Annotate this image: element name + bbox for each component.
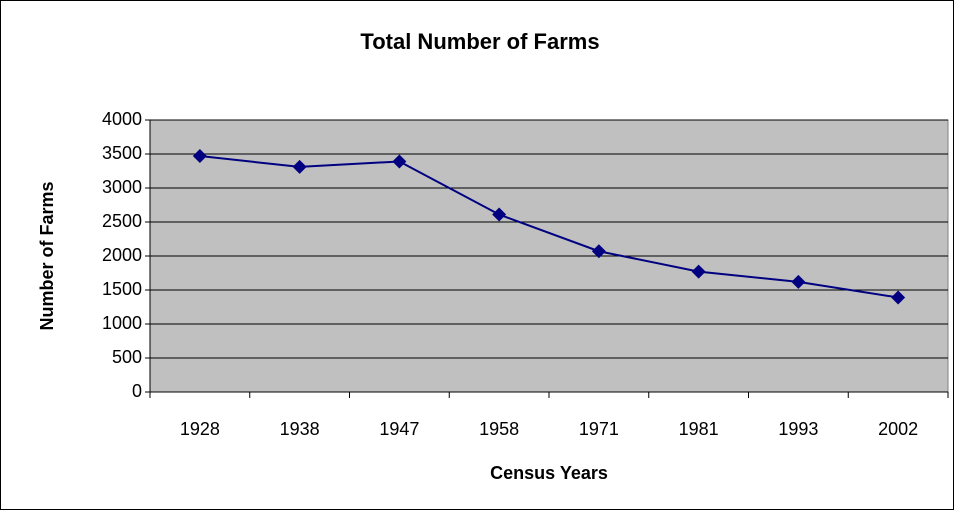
x-axis-label: Census Years	[490, 463, 608, 483]
data-point	[192, 149, 207, 164]
y-tick-label: 3500	[102, 143, 142, 163]
y-axis-label: Number of Farms	[37, 181, 57, 330]
x-tick-label: 1981	[679, 419, 719, 439]
y-tick-label: 1500	[102, 279, 142, 299]
x-tick-label: 1971	[579, 419, 619, 439]
data-point	[691, 264, 706, 279]
chart-title: Total Number of Farms	[360, 29, 599, 54]
y-tick-label: 4000	[102, 109, 142, 129]
x-tick-label: 2002	[878, 419, 918, 439]
y-tick-label: 0	[132, 381, 142, 401]
data-point	[891, 290, 906, 305]
data-point	[591, 244, 606, 259]
data-point	[392, 154, 407, 169]
x-tick-label: 1928	[180, 419, 220, 439]
x-tick-label: 1947	[379, 419, 419, 439]
data-point	[292, 159, 307, 174]
x-tick-label: 1993	[778, 419, 818, 439]
data-point	[791, 274, 806, 289]
y-tick-label: 3000	[102, 177, 142, 197]
y-tick-label: 1000	[102, 313, 142, 333]
x-tick-label: 1938	[280, 419, 320, 439]
data-line	[199, 155, 899, 299]
y-tick-label: 2000	[102, 245, 142, 265]
data-point	[492, 207, 507, 222]
y-tick-label: 500	[112, 347, 142, 367]
x-tick-label: 1958	[479, 419, 519, 439]
y-tick-label: 2500	[102, 211, 142, 231]
